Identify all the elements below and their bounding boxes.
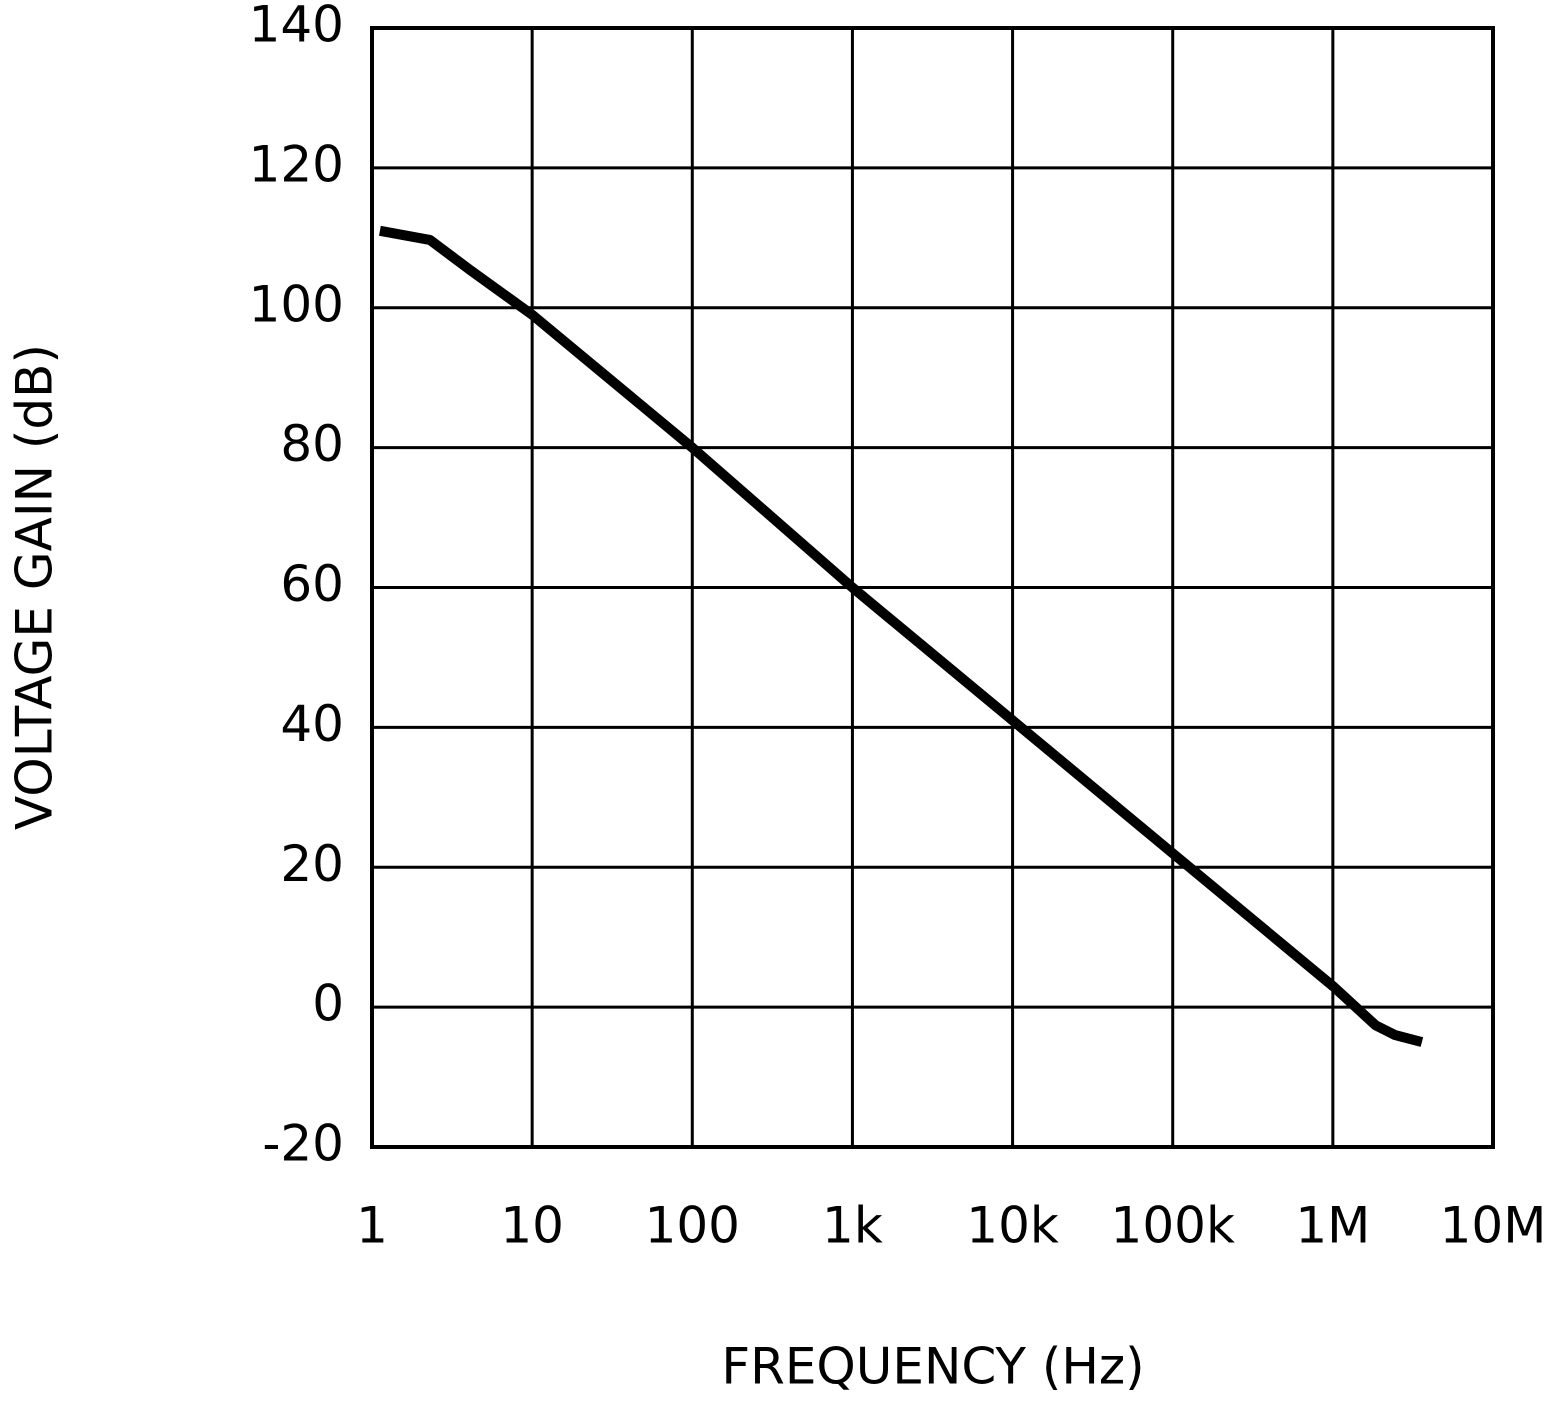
y-tick-label: 0: [312, 975, 344, 1033]
y-tick-label: 60: [280, 555, 344, 613]
x-tick-label: 1M: [1295, 1197, 1370, 1255]
gain-curve: [379, 225, 1424, 1047]
x-tick-label: 10: [500, 1197, 564, 1255]
y-tick-label: 20: [280, 835, 344, 893]
x-tick-label: 100: [645, 1197, 740, 1255]
x-tick-label: 10M: [1440, 1197, 1546, 1255]
y-tick-label: -20: [262, 1115, 344, 1173]
x-tick-label: 100k: [1111, 1197, 1235, 1255]
y-tick-label: 40: [280, 695, 344, 753]
y-axis-title: VOLTAGE GAIN (dB): [6, 344, 64, 830]
y-tick-label: 140: [249, 0, 344, 54]
plot-frame: [370, 26, 1495, 1149]
y-tick-label: 80: [280, 415, 344, 473]
x-tick-label: 1: [356, 1197, 388, 1255]
y-tick-label: 100: [249, 275, 344, 333]
x-tick-label: 10k: [966, 1197, 1059, 1255]
y-tick-label: 120: [249, 135, 344, 193]
x-axis-title: FREQUENCY (Hz): [721, 1338, 1144, 1396]
x-tick-label: 1k: [822, 1197, 883, 1255]
